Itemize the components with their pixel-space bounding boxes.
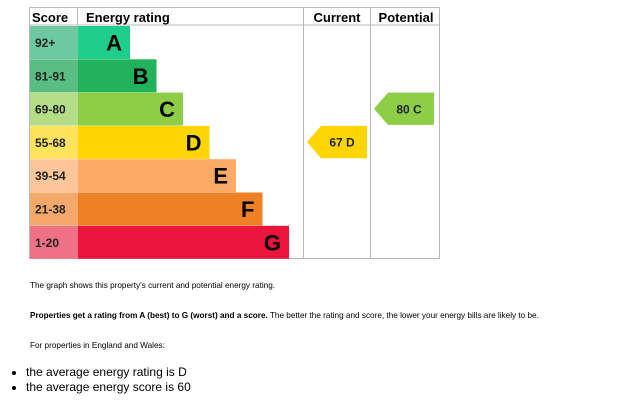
current-header: Current — [314, 10, 362, 25]
band-range-label-f: 21-38 — [35, 203, 66, 217]
average-rating-item: the average energy rating is D — [26, 365, 191, 380]
rating-arrows: 67 D 80 C — [307, 92, 434, 159]
potential-rating-arrow — [374, 92, 434, 125]
average-score-item: the average energy score is 60 — [26, 380, 191, 395]
band-letter-g: G — [264, 230, 281, 255]
band-letter-e: E — [213, 164, 228, 189]
band-bar-e — [78, 159, 236, 193]
band-range-g — [30, 225, 78, 259]
band-letter-a: A — [106, 31, 122, 56]
band-bar-d — [78, 125, 210, 159]
band-range-e — [30, 159, 78, 193]
rating-header: Energy rating — [86, 10, 170, 25]
band-range-label-g: 1-20 — [35, 236, 59, 250]
band-bar-b — [78, 59, 157, 93]
current-rating-label: 67 D — [329, 136, 355, 150]
band-range-label-c: 69-80 — [35, 103, 66, 117]
score-header: Score — [32, 10, 68, 25]
england-wales-note: For properties in England and Wales: — [30, 341, 165, 350]
band-range-label-b: 81-91 — [35, 69, 66, 83]
band-range-b — [30, 59, 78, 93]
rating-explanation-rest: The better the rating and score, the low… — [267, 311, 539, 320]
band-bar-f — [78, 192, 263, 226]
rating-explanation: Properties get a rating from A (best) to… — [30, 311, 539, 320]
band-range-d — [30, 125, 78, 159]
band-letter-b: B — [133, 64, 149, 89]
band-range-a — [30, 26, 78, 59]
band-bar-a — [78, 26, 130, 59]
average-list: the average energy rating is D the avera… — [26, 365, 191, 395]
band-bar-c — [78, 92, 183, 126]
band-range-label-e: 39-54 — [35, 169, 66, 183]
potential-header: Potential — [379, 10, 434, 25]
band-letter-c: C — [159, 97, 175, 122]
epc-chart: Score Energy rating Current Potential 92… — [29, 7, 440, 259]
band-range-label-a: 92+ — [35, 36, 55, 50]
band-range-label-d: 55-68 — [35, 136, 66, 150]
band-range-f — [30, 192, 78, 226]
potential-rating-label: 80 C — [396, 102, 422, 116]
rating-bands: 92+ A 81-91 B 69-80 C 55-68 D 39-54 E 21-38 F 1-20 G — [30, 26, 289, 259]
band-range-c — [30, 92, 78, 126]
band-bar-g — [78, 225, 289, 259]
band-letter-f: F — [241, 197, 254, 222]
graph-description: The graph shows this property's current … — [30, 281, 276, 290]
current-rating-arrow — [307, 125, 367, 159]
band-letter-d: D — [186, 130, 202, 155]
rating-explanation-bold: Properties get a rating from A (best) to… — [30, 311, 268, 320]
